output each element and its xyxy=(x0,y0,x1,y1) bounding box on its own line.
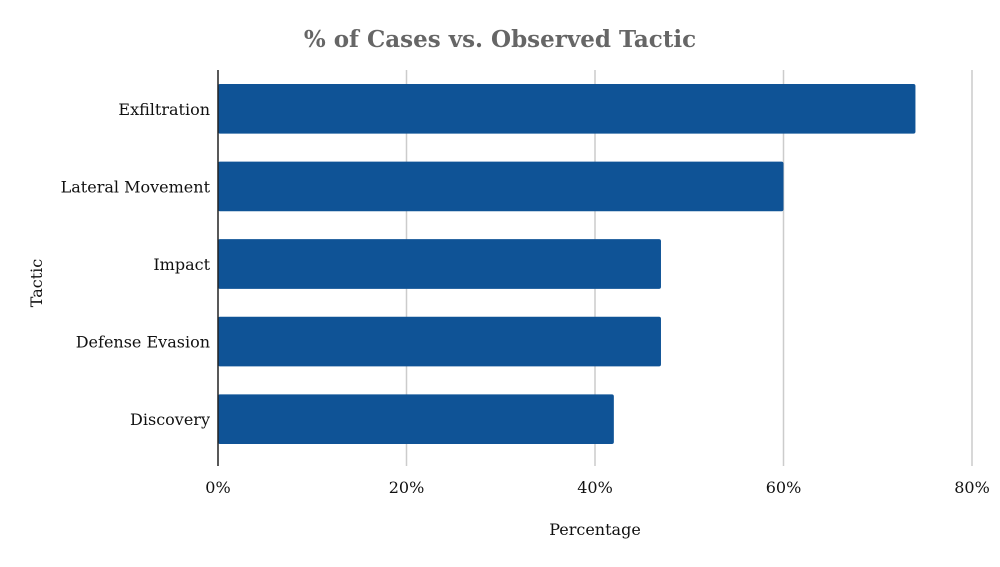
y-axis-title: Tactic xyxy=(27,259,46,307)
bars xyxy=(218,83,916,445)
x-axis-title: Percentage xyxy=(549,520,641,539)
bar xyxy=(218,316,661,367)
bar xyxy=(218,394,614,445)
x-tick-label: 80% xyxy=(954,478,990,497)
bar xyxy=(218,161,784,212)
chart-title: % of Cases vs. Observed Tactic xyxy=(304,26,696,53)
category-labels: Exfiltration Lateral Movement Impact Defens… xyxy=(61,100,211,429)
x-tick-labels: 0% 20% 40% 60% 80% xyxy=(205,478,989,497)
category-label: Discovery xyxy=(130,410,210,429)
bar xyxy=(218,239,661,289)
x-tick-label: 20% xyxy=(389,478,425,497)
category-label: Exfiltration xyxy=(118,100,210,119)
bar xyxy=(218,83,916,134)
category-label: Defense Evasion xyxy=(76,333,210,352)
x-tick-label: 0% xyxy=(205,478,230,497)
category-label: Lateral Movement xyxy=(61,177,211,196)
x-tick-label: 40% xyxy=(577,478,613,497)
category-label: Impact xyxy=(153,255,210,274)
x-tick-label: 60% xyxy=(766,478,802,497)
